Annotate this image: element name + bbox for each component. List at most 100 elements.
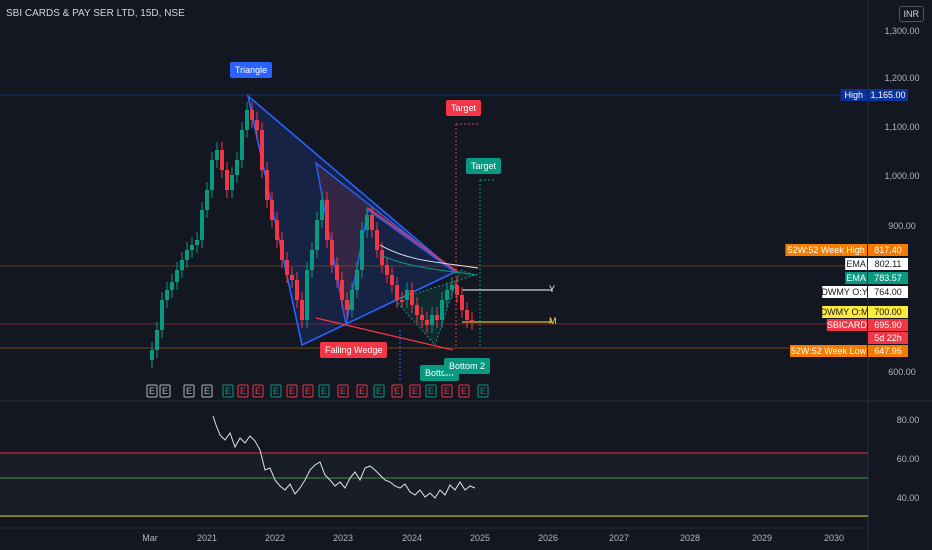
candle[interactable] bbox=[210, 160, 214, 190]
earnings-marker[interactable] bbox=[183, 384, 195, 398]
candle[interactable] bbox=[250, 110, 254, 120]
candle[interactable] bbox=[155, 330, 159, 350]
symbol-title[interactable]: SBI CARDS & PAY SER LTD, 15D, NSE bbox=[6, 8, 185, 19]
candle[interactable] bbox=[410, 290, 414, 305]
candle[interactable] bbox=[330, 240, 334, 265]
candle[interactable] bbox=[235, 160, 239, 175]
candle[interactable] bbox=[255, 120, 259, 130]
earnings-marker[interactable] bbox=[356, 384, 368, 398]
earnings-marker[interactable] bbox=[441, 384, 453, 398]
earnings-marker[interactable] bbox=[252, 384, 264, 398]
candle[interactable] bbox=[315, 220, 319, 250]
candle[interactable] bbox=[300, 300, 304, 320]
candle[interactable] bbox=[415, 305, 419, 315]
candle[interactable] bbox=[350, 290, 354, 310]
candle[interactable] bbox=[450, 285, 454, 290]
earnings-marker[interactable] bbox=[318, 384, 330, 398]
candle[interactable] bbox=[215, 150, 219, 160]
candle[interactable] bbox=[380, 250, 384, 265]
candle[interactable] bbox=[275, 220, 279, 240]
candle[interactable] bbox=[260, 130, 264, 170]
earnings-marker[interactable] bbox=[337, 384, 349, 398]
wedge-upper-line[interactable] bbox=[367, 207, 459, 273]
candle[interactable] bbox=[160, 300, 164, 330]
candle[interactable] bbox=[365, 215, 369, 230]
candle[interactable] bbox=[265, 170, 269, 200]
candle[interactable] bbox=[335, 265, 339, 280]
earnings-marker[interactable] bbox=[391, 384, 403, 398]
bottom2-label[interactable]: Bottom 2 bbox=[444, 358, 491, 374]
candle[interactable] bbox=[320, 200, 324, 220]
candlestick-series[interactable] bbox=[150, 102, 474, 368]
candle[interactable] bbox=[355, 270, 359, 290]
falling-wedge-label[interactable]: Falling Wedge bbox=[320, 342, 388, 358]
candle[interactable] bbox=[465, 310, 469, 320]
time-axis[interactable]: Mar 2021 2022 2023 2024 2025 2026 2027 2028 2029 2… bbox=[142, 533, 844, 543]
candle[interactable] bbox=[150, 350, 154, 360]
candle[interactable] bbox=[425, 320, 429, 325]
candle[interactable] bbox=[205, 190, 209, 210]
candle[interactable] bbox=[285, 260, 289, 275]
earnings-marker[interactable] bbox=[270, 384, 282, 398]
candle[interactable] bbox=[340, 280, 344, 300]
earnings-marker[interactable] bbox=[373, 384, 385, 398]
candle[interactable] bbox=[230, 175, 234, 190]
candle[interactable] bbox=[290, 275, 294, 280]
candle[interactable] bbox=[360, 230, 364, 270]
candle[interactable] bbox=[185, 250, 189, 260]
earnings-marker[interactable] bbox=[477, 384, 489, 398]
candle[interactable] bbox=[180, 260, 184, 270]
candle[interactable] bbox=[200, 210, 204, 240]
candle[interactable] bbox=[220, 150, 224, 170]
rsi-axis[interactable]: 80.00 60.00 40.00 bbox=[897, 415, 920, 503]
candle[interactable] bbox=[305, 270, 309, 320]
candle[interactable] bbox=[405, 290, 409, 300]
earnings-marker[interactable] bbox=[146, 384, 158, 398]
earnings-marker[interactable] bbox=[458, 384, 470, 398]
candle[interactable] bbox=[195, 240, 199, 245]
candle[interactable] bbox=[470, 320, 474, 322]
candle[interactable] bbox=[240, 130, 244, 160]
wedge-lower-line[interactable] bbox=[315, 317, 454, 351]
candle[interactable] bbox=[430, 315, 434, 325]
candle[interactable] bbox=[385, 265, 389, 275]
candle[interactable] bbox=[390, 275, 394, 285]
target-red-label[interactable]: Target bbox=[446, 100, 482, 116]
candle[interactable] bbox=[375, 230, 379, 250]
earnings-marker[interactable] bbox=[222, 384, 234, 398]
candle[interactable] bbox=[445, 290, 449, 300]
candle[interactable] bbox=[165, 290, 169, 300]
candle[interactable] bbox=[225, 170, 229, 190]
candle[interactable] bbox=[400, 300, 404, 302]
candle[interactable] bbox=[295, 280, 299, 300]
candle[interactable] bbox=[190, 245, 194, 250]
earnings-marker[interactable] bbox=[237, 384, 249, 398]
target-green-label[interactable]: Target bbox=[466, 158, 502, 174]
candle[interactable] bbox=[345, 300, 349, 310]
rsi-line[interactable] bbox=[212, 415, 476, 499]
candle[interactable] bbox=[280, 240, 284, 260]
earnings-marker[interactable] bbox=[409, 384, 421, 398]
candle[interactable] bbox=[245, 110, 249, 130]
candle[interactable] bbox=[310, 250, 314, 270]
candle[interactable] bbox=[460, 295, 464, 310]
candle[interactable] bbox=[175, 270, 179, 282]
price-axis[interactable]: 1,300.00 1,200.00 1,100.00 1,000.00 900.00 60… bbox=[884, 26, 919, 377]
candle[interactable] bbox=[455, 285, 459, 295]
currency-button[interactable]: INR bbox=[898, 6, 924, 22]
candle[interactable] bbox=[170, 282, 174, 290]
candle[interactable] bbox=[395, 285, 399, 300]
triangle-label[interactable]: Triangle bbox=[230, 62, 273, 78]
candle[interactable] bbox=[325, 200, 329, 240]
earnings-marker[interactable] bbox=[302, 384, 314, 398]
candle[interactable] bbox=[370, 215, 374, 230]
candle[interactable] bbox=[435, 315, 439, 320]
earnings-marker[interactable] bbox=[159, 384, 171, 398]
earnings-marker[interactable] bbox=[425, 384, 437, 398]
candle[interactable] bbox=[440, 300, 444, 320]
candle[interactable] bbox=[270, 200, 274, 220]
earnings-marker[interactable] bbox=[286, 384, 298, 398]
candle[interactable] bbox=[420, 315, 424, 320]
